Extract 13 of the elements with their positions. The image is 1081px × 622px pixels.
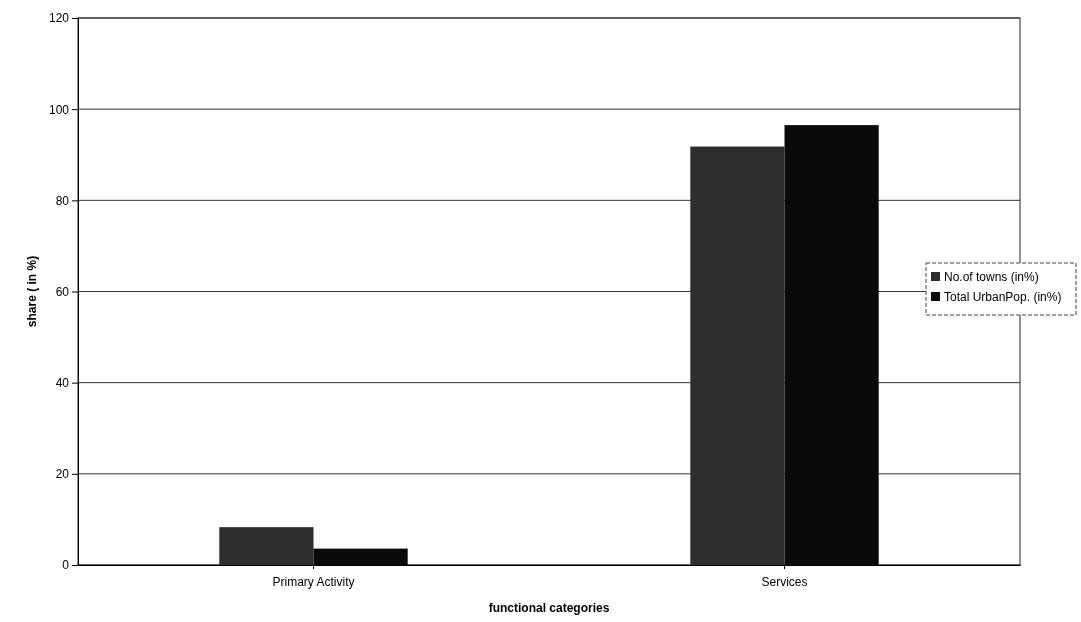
x-axis-title: functional categories <box>488 601 610 615</box>
legend-label: No.of towns (in%) <box>944 270 1039 284</box>
y-tick-label: 0 <box>62 558 70 573</box>
y-axis-title: share ( in %) <box>25 255 39 328</box>
y-tick-label: 120 <box>48 11 70 26</box>
y-tick-label: 40 <box>55 376 70 391</box>
x-tick-label: Primary Activity <box>272 575 355 590</box>
x-tick-label: Services <box>761 575 808 590</box>
y-tick-label: 20 <box>55 467 70 482</box>
legend-label: Total UrbanPop. (in%) <box>944 290 1062 304</box>
y-tick-label: 80 <box>55 193 70 208</box>
y-tick-label: 60 <box>55 284 70 299</box>
y-tick-label: 100 <box>48 102 70 117</box>
